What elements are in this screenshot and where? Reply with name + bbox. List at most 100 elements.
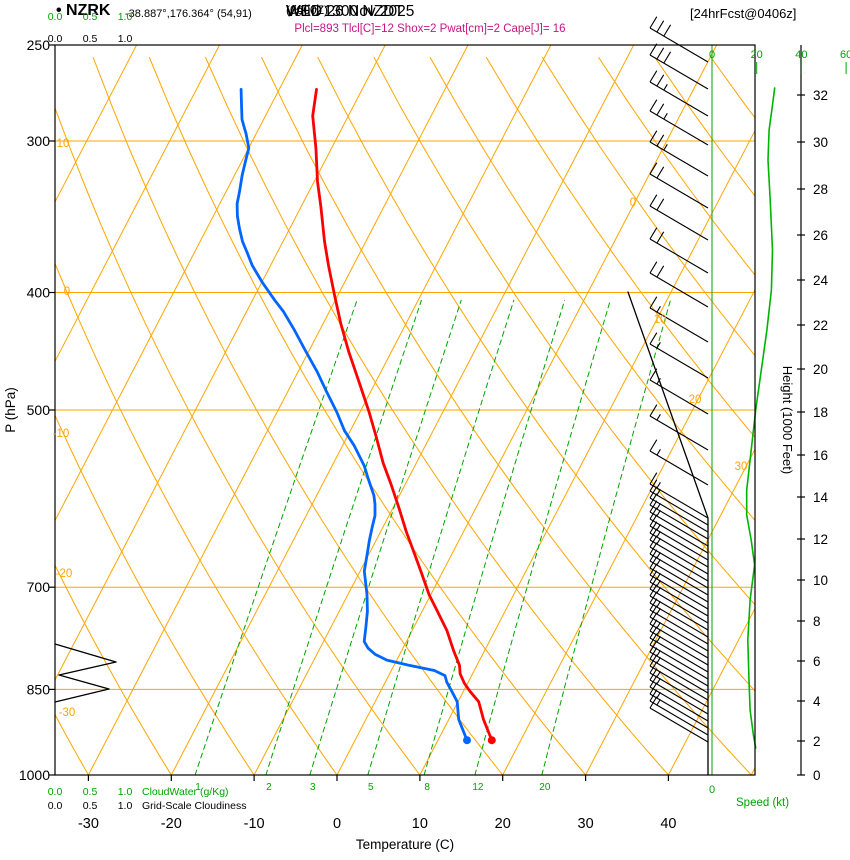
height-tick-label: 28	[813, 182, 828, 197]
pressure-tick-label: 400	[27, 284, 51, 300]
pressure-tick-label: 500	[27, 402, 51, 418]
wind-barb-halftick	[656, 489, 661, 496]
wind-barb-staff	[649, 307, 709, 343]
wind-barb-halftick	[656, 608, 661, 615]
wind-barb-halftick	[656, 636, 661, 643]
wind-barb-halftick	[656, 622, 661, 629]
wind-barb-staff	[649, 379, 709, 415]
wind-barbs	[649, 16, 709, 743]
isotherm-line	[585, 448, 755, 775]
dry-adiabat-line	[261, 57, 752, 775]
wind-barb-tick	[649, 577, 658, 590]
wind-barb-tick	[649, 332, 658, 345]
speed-scale-label: 60	[840, 49, 850, 61]
wind-barb-staff	[649, 490, 709, 526]
dry-adiabat-line	[485, 57, 755, 438]
forecast-tag: [24hrFcst@0406z]	[690, 6, 797, 21]
wind-barb-tick	[656, 134, 665, 147]
wind-barb-tick	[649, 507, 658, 520]
mixing-ratio-label: 12	[472, 782, 484, 793]
wind-barb-tick	[649, 549, 658, 562]
cloudwater-scale-label: 0.0	[48, 11, 63, 23]
mixing-ratio-line	[423, 299, 566, 775]
wind-barb-staff	[649, 679, 709, 715]
cloudiness-axis-title: Grid-Scale Cloudiness	[142, 800, 246, 812]
temperature-tick-label: 10	[412, 816, 428, 832]
cloudiness-scale-label: 1.0	[118, 800, 133, 812]
pressure-axis-title: P (hPa)	[3, 387, 18, 433]
mixing-ratio-label: 1	[195, 782, 201, 793]
temperature-tick-label: 40	[660, 816, 676, 832]
isotherm-line	[253, 45, 635, 775]
height-tick-label: 12	[813, 532, 828, 547]
skewt-grid	[55, 45, 755, 775]
temperature-tick-label: -10	[244, 816, 265, 832]
isotherm-line	[419, 129, 755, 775]
height-tick-label: 6	[813, 654, 821, 669]
wind-barb-halftick	[656, 629, 661, 636]
wind-barb-tick	[649, 439, 658, 452]
wind-barb-halftick	[656, 587, 661, 594]
height-tick-label: 32	[813, 88, 828, 103]
wind-barb-staff	[649, 110, 709, 146]
cloudiness-scale-label: 0.5	[83, 800, 98, 812]
temperature-tick-label: 20	[495, 816, 511, 832]
wind-barb-tick	[649, 227, 658, 240]
wind-barb-halftick	[656, 552, 661, 559]
wind-barb-tick	[649, 16, 658, 29]
wind-barb-tick	[649, 612, 658, 625]
surface-dewpoint-dot	[463, 736, 471, 745]
wind-barb-halftick	[656, 503, 661, 510]
isotherm-label: 0	[630, 197, 636, 209]
wind-barb-tick	[656, 166, 665, 179]
valid-prefix: Valid 1300 NZDT	[286, 3, 404, 20]
wind-barb-tick	[656, 47, 665, 60]
isotherm-line	[170, 45, 552, 775]
dewpoint-curve	[235, 88, 469, 742]
wind-barb-halftick	[656, 650, 661, 657]
wind-barb-staff	[649, 81, 709, 117]
isotherm-line	[667, 607, 755, 775]
wind-barb-halftick	[656, 678, 661, 685]
station-id: • NZRK	[56, 2, 111, 19]
wind-barb-staff	[649, 343, 709, 379]
wind-barb-tick	[656, 265, 665, 278]
surface-temperature-dot	[487, 736, 496, 745]
wind-speed-curve	[745, 87, 776, 749]
wind-barb-halftick	[656, 414, 661, 421]
wind-barb-tick	[663, 24, 672, 37]
wind-barb-halftick	[663, 113, 668, 120]
mixing-ratio-line	[309, 299, 462, 775]
wind-barb-tick	[649, 368, 658, 381]
height-tick-label: 16	[813, 448, 828, 463]
wind-barb-staff	[649, 637, 709, 673]
wind-barb-tick	[649, 584, 658, 597]
mixing-ratio-label: 2	[266, 782, 272, 793]
wind-barb-halftick	[656, 580, 661, 587]
dry-adiabat-line	[92, 57, 504, 775]
cloudiness-scale-label: 0.0	[48, 33, 63, 45]
pressure-tick-label: 300	[27, 133, 51, 149]
isotherm-line	[87, 45, 469, 775]
cloudwater-scale-label: 0.0	[48, 786, 63, 798]
wind-barb-tick	[649, 162, 658, 175]
pressure-tick-label: 1000	[19, 767, 50, 783]
wind-barb-tick	[649, 99, 658, 112]
valid-date: WED 26 Nov 2025	[286, 3, 415, 20]
wind-barb-staff	[649, 539, 709, 575]
temperature-tick-label: -30	[78, 816, 99, 832]
wind-barb-tick	[649, 194, 658, 207]
wind-barb-halftick	[656, 449, 661, 456]
wind-barb-tick	[656, 20, 665, 33]
speed-scale-label: 40	[795, 49, 807, 61]
wind-barb-halftick	[656, 573, 661, 580]
wind-barb-tick	[656, 198, 665, 211]
dry-adiabat-line	[598, 57, 755, 276]
wind-barb-staff	[649, 238, 709, 274]
wind-barb-tick	[649, 570, 658, 583]
height-tick-label: 8	[813, 614, 821, 629]
wind-barb-staff	[649, 518, 709, 554]
dry-adiabat-label: -30	[59, 707, 76, 719]
valid-zulu: (0000Z)	[286, 3, 329, 17]
